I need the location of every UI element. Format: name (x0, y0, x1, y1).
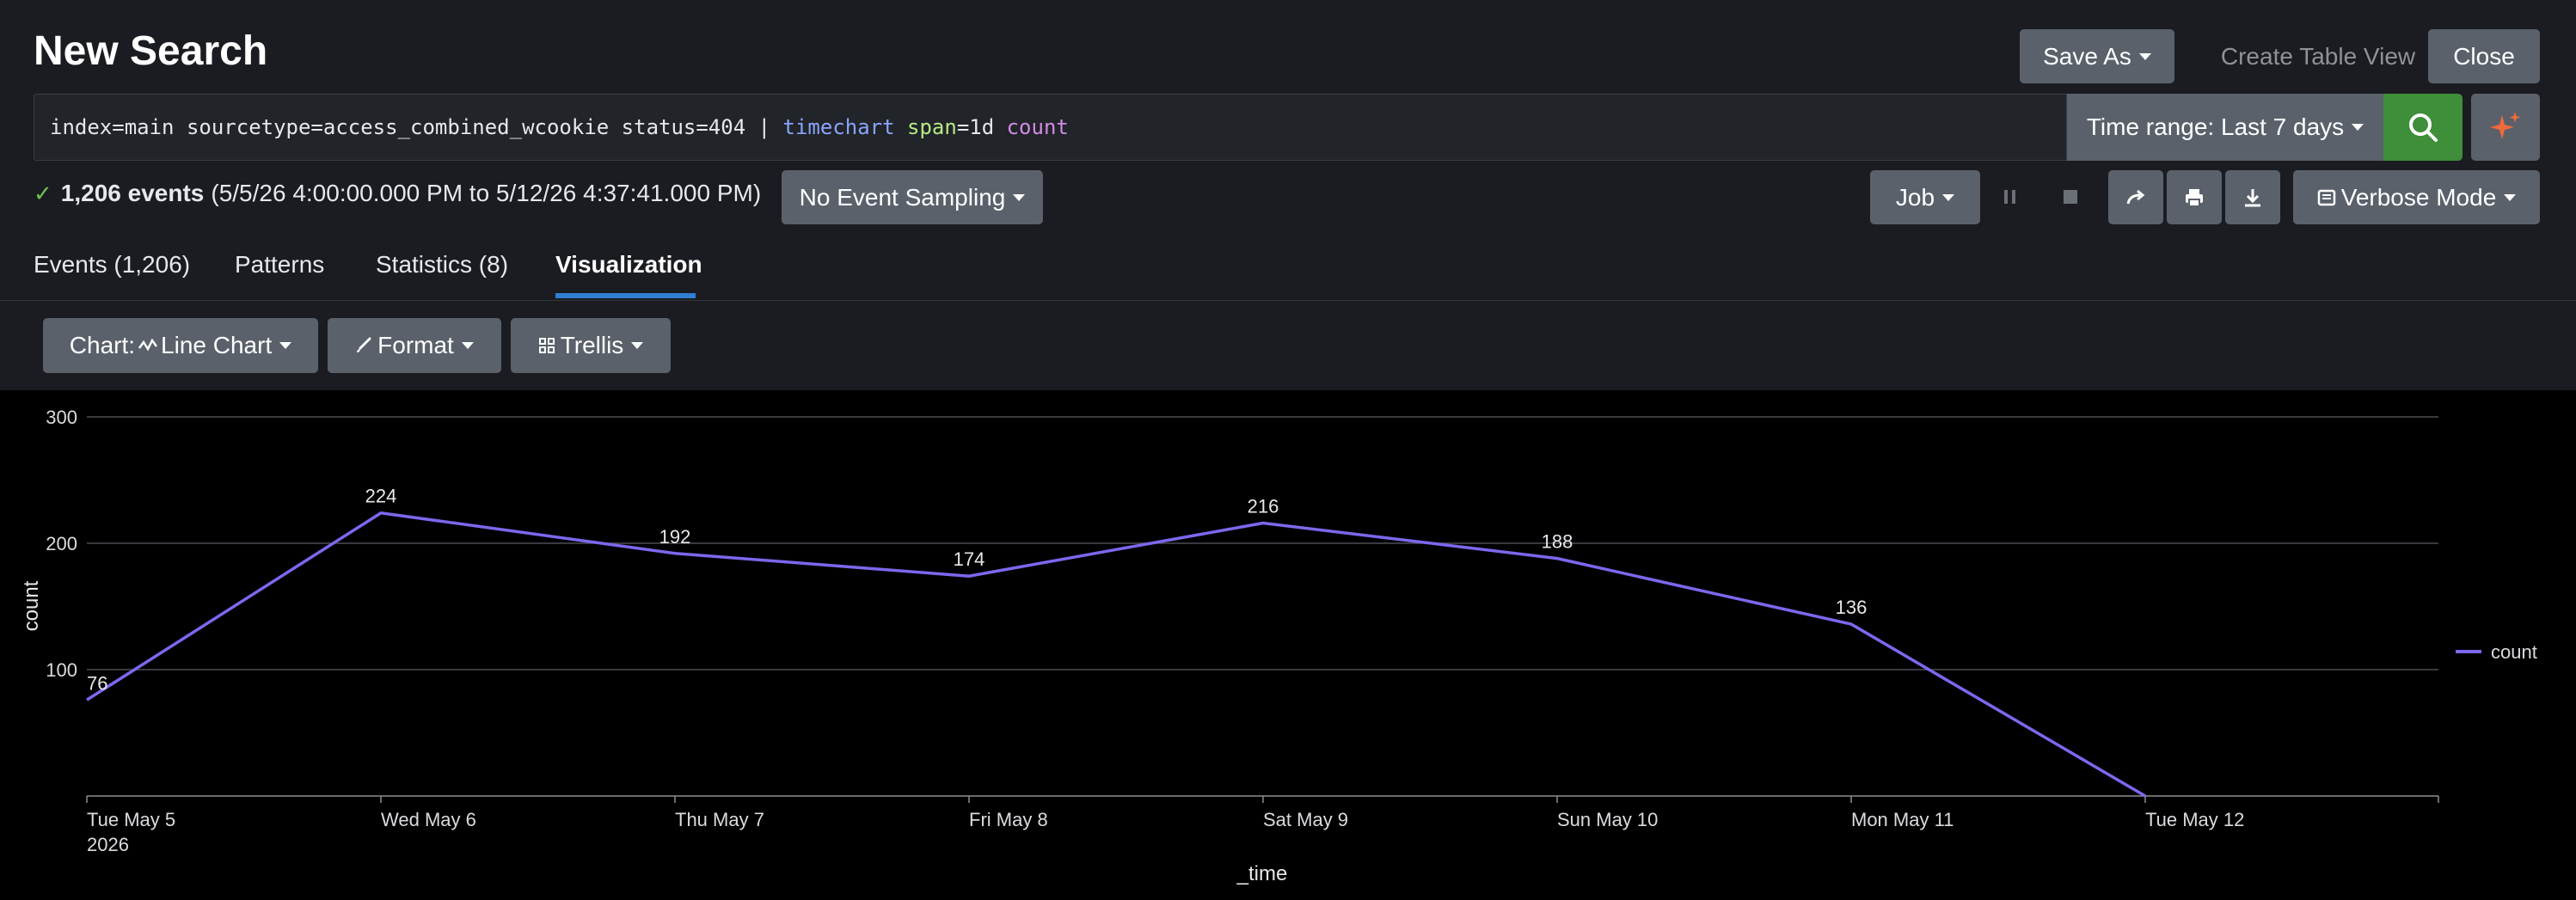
y-tick-label: 300 (46, 407, 77, 428)
time-span-text: (5/5/26 4:00:00.000 PM to 5/12/26 4:37:4… (211, 180, 762, 206)
caret-down-icon (1013, 193, 1026, 201)
document-icon (2317, 189, 2335, 205)
query-token: =1d (956, 115, 1007, 139)
caret-down-icon (461, 342, 474, 349)
tab-statistics[interactable]: Statistics (8) (376, 251, 509, 278)
caret-down-icon (1942, 193, 1955, 201)
ai-assistant-button[interactable] (2471, 94, 2540, 161)
tab-visualization[interactable]: Visualization (555, 251, 702, 278)
x-tick-label: Fri May 8 (969, 809, 1048, 830)
data-label: 136 (1836, 597, 1868, 618)
brush-icon (357, 337, 371, 352)
print-button[interactable] (2167, 170, 2222, 224)
search-icon (2409, 113, 2438, 142)
save-as-button[interactable]: Save As (2020, 29, 2174, 83)
caret-down-icon (631, 342, 644, 349)
data-label: 174 (954, 548, 985, 570)
search-mode-dropdown[interactable]: Verbose Mode (2293, 170, 2540, 224)
search-status: ✓ 1,206 events (5/5/26 4:00:00.000 PM to… (34, 180, 761, 207)
data-label: 216 (1248, 495, 1279, 517)
query-token: timechart (782, 115, 895, 139)
caret-down-icon (2352, 124, 2364, 131)
share-button[interactable] (2108, 170, 2163, 224)
job-label: Job (1895, 183, 1935, 211)
event-count: 1,206 events (60, 180, 205, 206)
query-token (895, 115, 907, 139)
time-range-label: Time range: Last 7 days (2086, 113, 2345, 140)
line-chart: 100 200 300 Tue May 5 Wed May 6 Thu May 7 Fri … (0, 390, 2576, 900)
save-as-label: Save As (2043, 42, 2131, 70)
format-label: Format (377, 332, 454, 358)
x-tick-label: Tue May 12 (2145, 809, 2244, 830)
job-menu-button[interactable]: Job (1870, 170, 1980, 224)
x-tick-label: Sat May 9 (1263, 809, 1348, 830)
tab-patterns[interactable]: Patterns (235, 251, 325, 278)
chart-canvas: 100 200 300 Tue May 5 Wed May 6 Thu May 7 Fri … (20, 407, 2537, 885)
chart-type-button[interactable]: Chart: Line Chart (43, 318, 318, 373)
chart-label: Chart: (69, 332, 136, 358)
query-token: index=main sourcetype=access_combined_wc… (50, 115, 783, 139)
x-tick-label: Mon May 11 (1851, 809, 1953, 830)
export-button[interactable] (2225, 170, 2280, 224)
data-label: 188 (1542, 531, 1573, 553)
x-axis-title: _time (1236, 862, 1288, 885)
check-icon: ✓ (34, 180, 52, 206)
event-sampling-dropdown[interactable]: No Event Sampling (782, 170, 1043, 224)
query-token: span (907, 115, 957, 139)
x-tick-sublabel: 2026 (87, 834, 129, 855)
close-label: Close (2453, 42, 2515, 70)
trellis-label: Trellis (560, 332, 624, 358)
create-table-view-button[interactable]: Create Table View (2189, 29, 2447, 83)
series-line-count (86, 511, 2146, 798)
close-button[interactable]: Close (2428, 29, 2540, 83)
tab-events[interactable]: Events (1,206) (34, 251, 191, 278)
active-tab-indicator (555, 293, 696, 298)
x-tick-label: Thu May 7 (675, 809, 764, 830)
search-query-input[interactable]: index=main sourcetype=access_combined_wc… (34, 94, 2067, 161)
x-tick-label: Sun May 10 (1557, 809, 1658, 830)
trellis-button[interactable]: Trellis (511, 318, 671, 373)
mode-label: Verbose Mode (2340, 183, 2497, 211)
data-label: 76 (87, 672, 107, 694)
download-icon (2245, 188, 2260, 206)
stop-icon[interactable] (2058, 184, 2083, 210)
legend-label: count (2491, 641, 2537, 663)
data-label: 192 (659, 526, 691, 548)
share-icon (2126, 189, 2145, 204)
y-tick-label: 100 (46, 659, 77, 681)
format-button[interactable]: Format (328, 318, 501, 373)
caret-down-icon (2138, 52, 2151, 60)
grid-icon (538, 338, 555, 353)
y-tick-label: 200 (46, 533, 77, 554)
x-tick-label: Wed May 6 (381, 809, 476, 830)
query-token: count (1006, 115, 1069, 139)
tabs-divider (0, 300, 2576, 301)
data-label: 224 (365, 486, 397, 507)
page-title: New Search (34, 28, 268, 74)
caret-down-icon (2504, 193, 2517, 201)
x-tick-label: Tue May 5 (87, 809, 175, 830)
time-range-picker[interactable]: Time range: Last 7 days (2067, 94, 2383, 161)
pause-icon[interactable] (1997, 184, 2023, 210)
create-table-view-label: Create Table View (2220, 42, 2416, 70)
sampling-label: No Event Sampling (799, 183, 1006, 211)
sparkle-icon (2490, 112, 2521, 139)
chart-type-label: Line Chart (161, 332, 273, 358)
caret-down-icon (279, 342, 292, 349)
y-axis-title: count (20, 580, 43, 631)
search-button[interactable] (2383, 94, 2463, 161)
line-chart-icon (138, 338, 158, 352)
print-icon (2186, 188, 2203, 207)
